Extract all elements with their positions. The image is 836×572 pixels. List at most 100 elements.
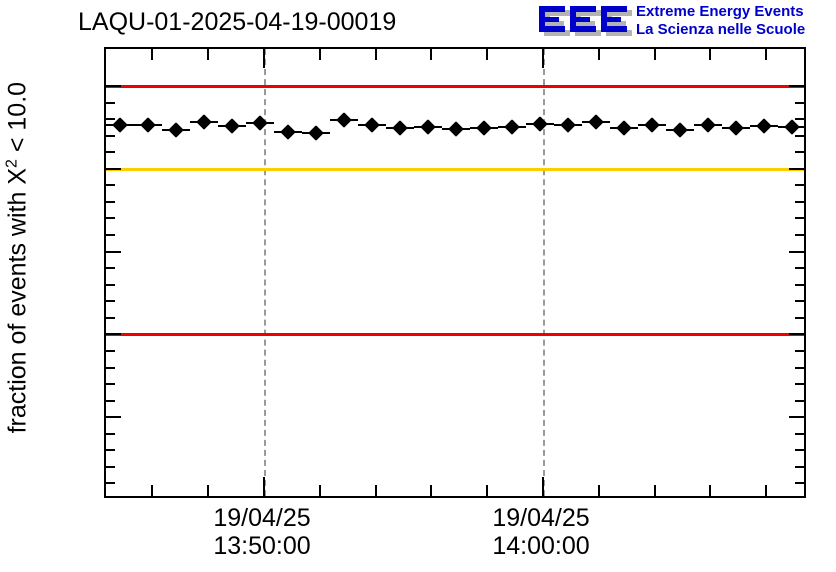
y-tick-minor [106, 349, 115, 352]
data-point[interactable] [728, 120, 744, 136]
y-tick-minor [106, 151, 115, 154]
x-tick-top-minor [653, 49, 656, 60]
x-tick-top-minor [765, 49, 768, 60]
data-point[interactable] [196, 114, 212, 131]
x-tick-minor [207, 485, 210, 496]
y-tick-right-major [789, 85, 804, 87]
y-axis-title: fraction of events with X2 < 10.0 [3, 8, 32, 508]
y-tick-right-minor [795, 101, 804, 104]
eee-logo-text: Extreme Energy Events La Scienza nelle S… [636, 3, 805, 39]
x-tick-minor [653, 485, 656, 496]
x-tick-top-minor [151, 49, 154, 60]
x-tick-minor [765, 485, 768, 496]
data-point[interactable] [644, 116, 660, 133]
y-tick-right-major [789, 250, 804, 253]
y-tick-right-minor [795, 449, 804, 452]
data-point[interactable] [560, 117, 576, 134]
y-tick-right-minor [795, 383, 804, 386]
y-tick-minor [106, 465, 115, 468]
data-point[interactable] [784, 119, 800, 136]
y-tick-right-minor [795, 184, 804, 187]
x-tick-minor [151, 485, 154, 496]
y-tick-minor [106, 432, 115, 435]
data-point[interactable] [616, 120, 632, 136]
data-point[interactable] [700, 117, 716, 134]
y-tick-minor [106, 399, 115, 402]
y-tick-right-minor [795, 465, 804, 468]
data-point[interactable] [168, 122, 184, 139]
y-tick-major [106, 416, 121, 419]
data-point[interactable] [308, 125, 324, 141]
plot-area [104, 47, 806, 498]
x-tick-major [542, 477, 544, 496]
data-point[interactable] [140, 117, 156, 134]
y-tick-minor [106, 316, 115, 319]
y-tick-right-major [789, 416, 804, 419]
x-tick-top-minor [374, 49, 377, 60]
reference-line-warning-threshold [106, 167, 804, 171]
y-tick-right-minor [795, 134, 804, 137]
y-tick-minor [106, 118, 115, 121]
data-point[interactable] [336, 112, 352, 129]
y-tick-right-minor [795, 118, 804, 121]
vertical-gridline-1 [264, 49, 266, 496]
data-point[interactable] [280, 123, 296, 140]
data-point[interactable] [672, 122, 688, 138]
x-tick-minor [709, 485, 712, 496]
y-tick-right-minor [795, 316, 804, 319]
x-tick-label-time: 14:00:00 [492, 532, 590, 560]
y-tick-major [106, 85, 121, 87]
data-point[interactable] [392, 120, 408, 136]
y-tick-minor [106, 300, 115, 303]
data-point[interactable] [476, 120, 492, 136]
x-tick-minor [597, 485, 600, 496]
y-tick-right-minor [795, 432, 804, 435]
eee-logo-line2: La Scienza nelle Scuole [636, 21, 806, 38]
y-tick-major [106, 333, 121, 336]
x-tick-minor [374, 485, 377, 496]
y-tick-minor [106, 366, 115, 369]
y-tick-right-minor [795, 399, 804, 402]
y-tick-right-major [789, 333, 804, 336]
y-tick-right-major [789, 167, 804, 170]
data-point[interactable] [224, 118, 240, 134]
x-tick-top-minor [486, 49, 489, 60]
x-tick-label-time: 13:50:00 [213, 532, 311, 560]
data-point[interactable] [532, 115, 548, 132]
x-tick-minor [318, 485, 321, 496]
x-tick-label-date: 19/04/25 [213, 504, 311, 532]
data-point[interactable] [588, 113, 604, 130]
y-tick-right-minor [795, 300, 804, 303]
y-axis-title-sup: 2 [3, 159, 21, 168]
data-point[interactable] [364, 117, 380, 133]
x-tick-top-minor [709, 49, 712, 60]
x-tick-major [263, 477, 265, 496]
y-tick-right-minor [795, 349, 804, 352]
data-point[interactable] [504, 118, 520, 135]
x-tick-label-date: 19/04/25 [492, 504, 590, 532]
data-point[interactable] [420, 118, 436, 135]
x-tick-top-minor [318, 49, 321, 60]
reference-line-lower-limit [106, 333, 804, 337]
reference-line-upper-limit [106, 85, 804, 88]
y-tick-right-minor [795, 234, 804, 237]
y-tick-minor [106, 383, 115, 386]
x-tick-minor [430, 485, 433, 496]
data-point[interactable] [448, 120, 464, 137]
y-tick-minor [106, 234, 115, 237]
y-tick-right-minor [795, 217, 804, 220]
y-tick-minor [106, 482, 115, 485]
x-tick-label: 19/04/25 13:50:00 [182, 504, 342, 560]
y-tick-right-minor [795, 200, 804, 203]
y-tick-right-minor [795, 366, 804, 369]
x-tick-minor [486, 485, 489, 496]
y-axis-title-post: < 10.0 [3, 81, 32, 160]
data-point[interactable] [756, 117, 772, 134]
x-tick-label: 19/04/25 14:00:00 [461, 504, 621, 560]
y-tick-right-minor [795, 151, 804, 154]
page-title: LAQU-01-2025-04-19-00019 [78, 8, 397, 36]
y-axis-title-pre: fraction of events with X [3, 167, 32, 434]
y-tick-minor [106, 267, 115, 270]
y-tick-major [106, 167, 121, 170]
